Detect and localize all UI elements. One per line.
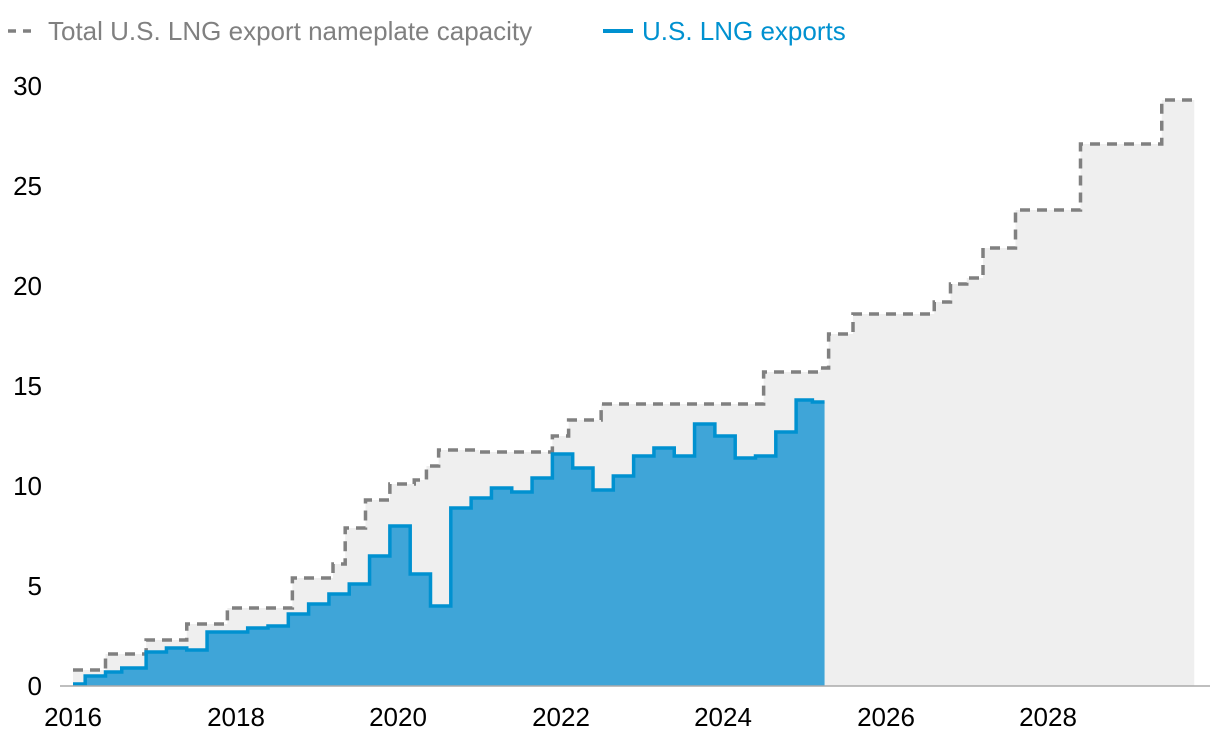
- y-tick-label: 5: [28, 571, 42, 601]
- x-tick-label: 2022: [532, 702, 590, 732]
- legend-exports-label: U.S. LNG exports: [642, 16, 846, 46]
- x-tick-label: 2024: [694, 702, 752, 732]
- y-tick-label: 30: [13, 71, 42, 101]
- exports-area: [73, 400, 825, 686]
- x-tick-label: 2026: [857, 702, 915, 732]
- y-tick-label: 15: [13, 371, 42, 401]
- x-tick-label: 2016: [44, 702, 102, 732]
- y-tick-label: 20: [13, 271, 42, 301]
- y-tick-label: 10: [13, 471, 42, 501]
- x-tick-label: 2028: [1019, 702, 1077, 732]
- legend-capacity-label: Total U.S. LNG export nameplate capacity: [48, 16, 532, 46]
- exports-line: [73, 398, 825, 686]
- y-tick-label: 0: [28, 671, 42, 701]
- x-tick-label: 2018: [207, 702, 265, 732]
- capacity-line: [73, 98, 1195, 672]
- y-tick-label: 25: [13, 171, 42, 201]
- legend: Total U.S. LNG export nameplate capacity…: [8, 16, 846, 46]
- capacity-area: [73, 100, 1195, 686]
- x-tick-label: 2020: [369, 702, 427, 732]
